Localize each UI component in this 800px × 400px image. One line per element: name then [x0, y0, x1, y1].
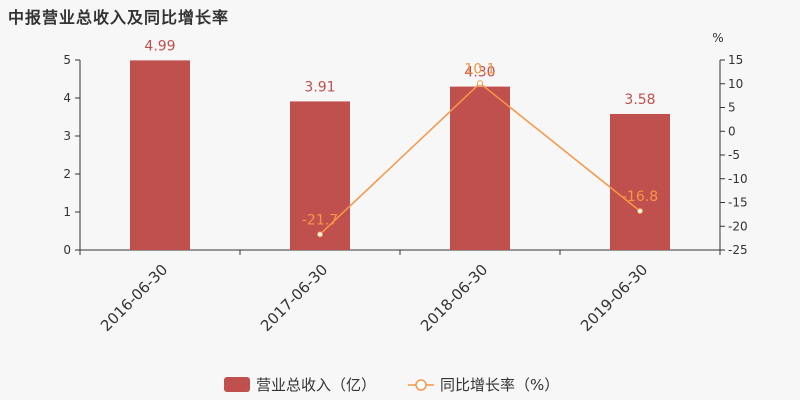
y-right-tick-label: -25 — [728, 243, 748, 257]
growth-point — [317, 231, 323, 238]
bar — [130, 60, 190, 250]
y-right-tick-label: 0 — [728, 124, 736, 138]
x-tick-label: 2016-06-30 — [97, 261, 171, 335]
growth-value-label: -16.8 — [622, 189, 658, 205]
bar — [290, 101, 350, 250]
y-left-tick-label: 3 — [63, 129, 71, 143]
y-left-tick-label: 5 — [63, 53, 71, 67]
y-right-tick-label: 5 — [728, 101, 736, 115]
y-right-tick-label: -15 — [728, 196, 748, 210]
y-left-tick-label: 0 — [63, 243, 71, 257]
growth-point — [477, 80, 483, 87]
legend-bar-swatch — [224, 377, 250, 392]
y-right-tick-label: -10 — [728, 172, 748, 186]
y-right-tick-label: -20 — [728, 219, 748, 233]
growth-value-label: -21.7 — [302, 212, 338, 228]
legend[interactable]: 营业总收入（亿） 同比增长率（%） — [224, 376, 559, 394]
growth-line — [317, 80, 643, 238]
chart-title: 中报营业总收入及同比增长率 — [8, 8, 230, 27]
x-tick-label: 2017-06-30 — [257, 261, 331, 335]
data-labels: 4.99 3.91 4.30 3.58 -21.7 10.1 -16.8 — [144, 38, 658, 228]
y-right-tick-label: 15 — [728, 53, 743, 67]
y-left-tick-label: 2 — [63, 167, 71, 181]
legend-line-label: 同比增长率（%） — [440, 376, 559, 394]
x-tick-label: 2019-06-30 — [577, 261, 651, 335]
bar-value-label: 3.91 — [304, 79, 335, 95]
bar-value-label: 4.30 — [464, 65, 495, 81]
legend-line-marker — [415, 379, 427, 391]
bar-value-label: 4.99 — [144, 38, 175, 54]
y-right-unit-label: % — [712, 31, 723, 45]
y-right-tick-label: -5 — [728, 148, 740, 162]
legend-bar-label: 营业总收入（亿） — [256, 376, 376, 394]
bar — [610, 113, 670, 251]
bar-value-label: 3.58 — [624, 92, 655, 108]
y-right-tick-label: 10 — [728, 77, 743, 91]
bar — [450, 86, 510, 250]
x-tick-label: 2018-06-30 — [417, 261, 491, 335]
growth-point — [637, 208, 643, 215]
growth-value-label: 10.1 — [464, 61, 495, 77]
y-left-tick-label: 1 — [63, 205, 71, 219]
bars — [130, 60, 670, 251]
y-left-tick-label: 4 — [63, 91, 71, 105]
